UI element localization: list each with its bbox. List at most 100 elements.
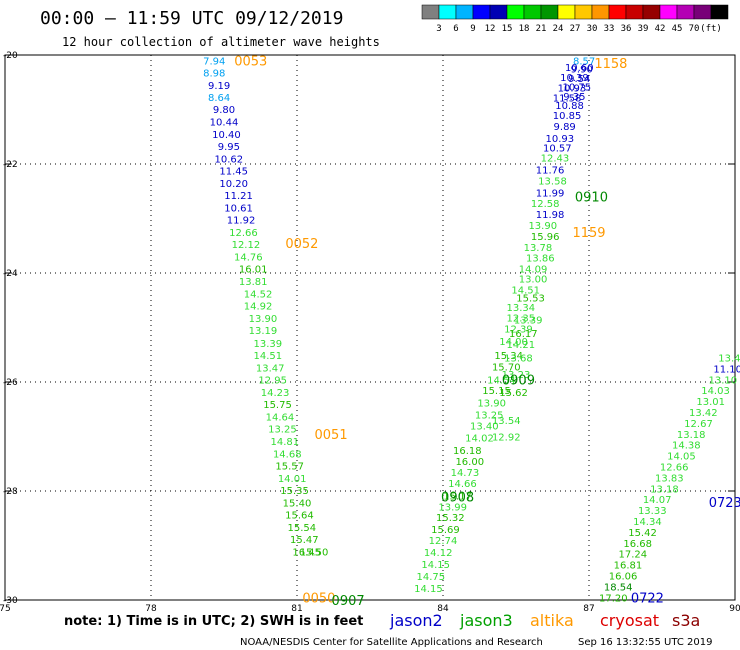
colorbar-swatch (676, 4, 695, 20)
pass-time-label: 0722 (631, 591, 664, 606)
colorbar-swatch (472, 4, 491, 20)
pass-time-label: 0053 (234, 54, 267, 69)
swh-value: 14.07 (643, 495, 672, 506)
satellite-legend: jason2 jason3 altika cryosat s3a (389, 611, 700, 630)
swh-value: 15.32 (436, 513, 465, 524)
swh-value: 15.15 (482, 386, 511, 397)
track-3: 13.4011.1013.1014.0313.0113.4212.6713.18… (599, 353, 740, 604)
swh-value: 13.33 (638, 506, 667, 517)
y-tick-label: -26 (3, 378, 18, 388)
satellite-name: cryosat (600, 611, 659, 630)
swh-value: 14.51 (253, 351, 282, 362)
swh-value: 9.95 (218, 142, 240, 153)
satellite-name: altika (530, 611, 574, 630)
pass-time-label: 0910 (575, 191, 608, 206)
swh-value: 14.54 (487, 375, 516, 386)
swh-value: 15.64 (285, 510, 314, 521)
colorbar-swatch (659, 4, 678, 20)
swh-value: 13.23 (502, 370, 531, 381)
swh-value: 10.75 (563, 83, 592, 94)
colorbar-label: 27 (570, 24, 581, 34)
y-tick-label: -20 (3, 51, 18, 61)
swh-value: 16.06 (609, 571, 638, 582)
pass-time-label: 1158 (594, 57, 627, 72)
x-axis-ticks: 75 78 81 84 87 90 (0, 55, 740, 614)
swh-value: 15.69 (431, 525, 460, 536)
swh-value: 16.18 (453, 446, 482, 457)
pass-time-label: 0050 (302, 591, 335, 606)
swh-value: 13.34 (507, 303, 536, 314)
swh-value: 12.67 (684, 419, 713, 430)
colorbar-label: 39 (638, 24, 649, 34)
colorbar-label: 42 (655, 24, 666, 34)
swh-value: 13.40 (470, 422, 499, 433)
swh-value: 14.15 (421, 560, 450, 571)
swh-value: 14.01 (278, 474, 307, 485)
pass-time-label: 0908 (441, 490, 474, 505)
swh-value: 13.54 (492, 416, 521, 427)
swh-value: 11.45 (219, 167, 248, 178)
swh-value: 13.42 (689, 408, 718, 419)
swh-value: 10.20 (219, 179, 248, 190)
credit-text: NOAA/NESDIS Center for Satellite Applica… (240, 637, 543, 648)
swh-value: 14.52 (244, 290, 273, 301)
colorbar-label: 18 (519, 24, 530, 34)
x-tick-label: 75 (0, 604, 11, 614)
swh-value: 13.19 (249, 326, 278, 337)
swh-value: 12.35 (507, 314, 536, 325)
swh-value: 12.66 (229, 228, 258, 239)
pass-time-label: 0907 (332, 594, 365, 609)
swh-value: 14.34 (633, 517, 662, 528)
swh-value: 13.01 (696, 397, 725, 408)
swh-value: 11.10 (713, 364, 740, 375)
swh-value: 11.58 (553, 94, 582, 105)
colorbar-swatch (540, 4, 559, 20)
swh-value: 11.99 (536, 188, 565, 199)
colorbar-label: 21 (536, 24, 547, 34)
swh-value: 13.25 (475, 411, 504, 422)
colorbar-swatch (523, 4, 542, 20)
swh-value: 10.61 (224, 204, 253, 215)
track-1: 7.948.989.198.649.8010.4410.409.9510.621… (203, 56, 328, 558)
pass-time-label: 0723 (709, 496, 740, 511)
swh-value: 13.83 (655, 473, 684, 484)
swh-value: 15.96 (531, 232, 560, 243)
pass-time-label: 1159 (572, 226, 605, 241)
colorbar-swatch (438, 4, 457, 20)
y-axis-ticks: -20 -22 -24 -26 -28 -30 (3, 51, 735, 606)
chart-subtitle: 12 hour collection of altimeter wave hei… (62, 35, 380, 49)
swh-value: 12.92 (492, 433, 521, 444)
chart-title: 00:00 – 11:59 UTC 09/12/2019 (40, 8, 343, 29)
swh-value: 11.21 (224, 191, 253, 202)
colorbar-label: 6 (453, 24, 458, 34)
swh-value: 16.68 (623, 539, 652, 550)
swh-value: 14.03 (701, 386, 730, 397)
colorbar-swatch (591, 4, 610, 20)
swh-value: 15.54 (288, 523, 317, 534)
colorbar-swatch (557, 4, 576, 20)
swh-value: 14.73 (451, 468, 480, 479)
colorbar-label: 30 (587, 24, 598, 34)
swh-value: 14.09 (519, 265, 548, 276)
swh-value: 13.81 (239, 277, 268, 288)
swh-value: 15.47 (290, 535, 319, 546)
swh-value: 10.88 (555, 101, 584, 112)
time-stamp-labels: 0053 1158 0052 0910 1159 0909 0051 0908 0723 0722… (234, 54, 740, 609)
swh-value: 13.39 (514, 315, 543, 326)
track-labels: 7.948.989.198.649.8010.4410.409.9510.621… (203, 56, 740, 604)
colorbar-swatch (506, 4, 525, 20)
colorbar-label: 3 (436, 24, 441, 34)
x-tick-label: 81 (291, 604, 302, 614)
swh-value: 9.80 (213, 105, 235, 116)
swh-value: 15.70 (492, 363, 521, 374)
swh-value: 14.68 (273, 449, 302, 460)
swh-value: 13.18 (650, 484, 679, 495)
swh-value: 14.66 (448, 479, 477, 490)
swh-value: 10.57 (543, 144, 572, 155)
swh-value: 13.10 (709, 375, 738, 386)
swh-value: 15.53 (516, 294, 545, 305)
swh-value: 15.17 (443, 491, 472, 502)
swh-value: 12.43 (541, 153, 570, 164)
swh-value: 15.35 (280, 486, 309, 497)
